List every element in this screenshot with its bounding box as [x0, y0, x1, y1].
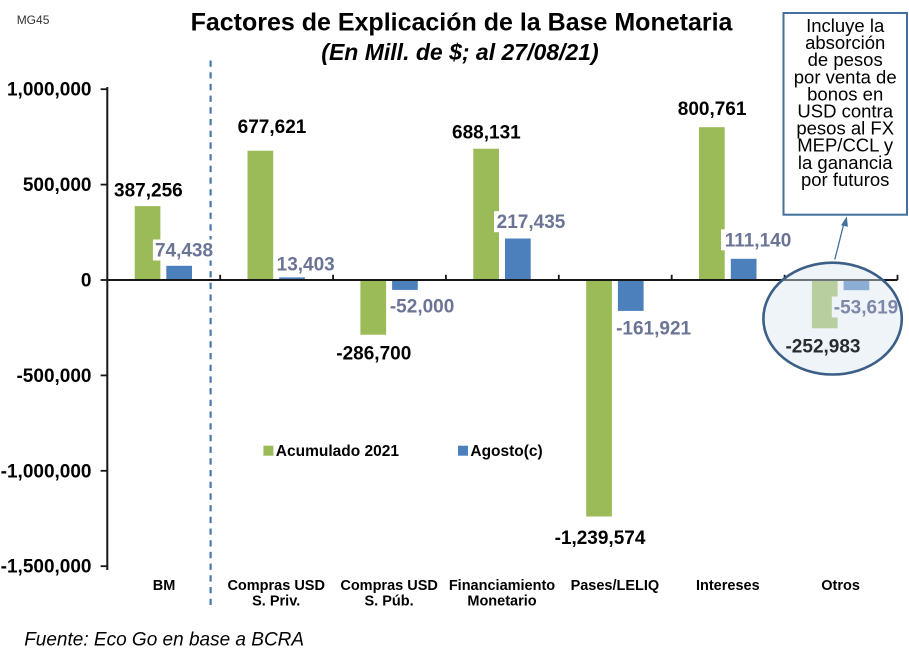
- svg-text:-161,921: -161,921: [616, 319, 691, 340]
- svg-text:74,438: 74,438: [155, 241, 213, 262]
- svg-text:387,256: 387,256: [114, 181, 183, 202]
- svg-text:por venta de: por venta de: [794, 66, 897, 87]
- svg-text:Acumulado 2021: Acumulado 2021: [276, 443, 400, 460]
- svg-text:de pesos: de pesos: [808, 49, 883, 70]
- svg-text:1,000,000: 1,000,000: [7, 80, 92, 101]
- svg-text:677,621: 677,621: [238, 117, 307, 138]
- svg-text:-286,700: -286,700: [336, 344, 411, 365]
- svg-text:Factores de Explicación de la: Factores de Explicación de la Base Monet…: [191, 9, 734, 37]
- svg-text:la ganancia: la ganancia: [798, 152, 893, 173]
- svg-text:500,000: 500,000: [23, 175, 92, 196]
- svg-text:-1,500,000: -1,500,000: [1, 557, 92, 578]
- svg-text:MG45: MG45: [17, 13, 50, 27]
- svg-text:Agosto(c): Agosto(c): [470, 443, 542, 460]
- svg-text:Otros: Otros: [821, 578, 860, 594]
- svg-text:Financiamiento: Financiamiento: [449, 578, 555, 594]
- svg-text:Incluye la: Incluye la: [806, 15, 885, 36]
- svg-text:-53,619: -53,619: [834, 298, 898, 319]
- svg-text:0: 0: [81, 271, 92, 292]
- svg-text:13,403: 13,403: [277, 255, 335, 276]
- svg-text:Intereses: Intereses: [696, 578, 760, 594]
- svg-text:217,435: 217,435: [497, 212, 566, 233]
- svg-text:por futuros: por futuros: [801, 169, 889, 190]
- svg-text:-52,000: -52,000: [390, 297, 454, 318]
- svg-text:-252,983: -252,983: [785, 337, 860, 358]
- svg-text:-500,000: -500,000: [16, 366, 91, 387]
- svg-text:Compras USD: Compras USD: [340, 578, 438, 594]
- svg-text:-1,239,574: -1,239,574: [555, 528, 646, 549]
- svg-text:pesos al FX: pesos al FX: [796, 118, 894, 139]
- svg-text:MEP/CCL y: MEP/CCL y: [797, 135, 894, 156]
- svg-text:800,761: 800,761: [678, 99, 747, 120]
- svg-text:BM: BM: [153, 578, 176, 594]
- svg-text:Fuente: Eco Go en base a BCRA: Fuente: Eco Go en base a BCRA: [24, 630, 304, 651]
- svg-text:S. Priv.: S. Priv.: [252, 594, 300, 610]
- svg-text:-1,000,000: -1,000,000: [1, 461, 92, 482]
- svg-text:S. Púb.: S. Púb.: [365, 594, 414, 610]
- svg-text:688,131: 688,131: [452, 122, 521, 143]
- svg-text:Pases/LELIQ: Pases/LELIQ: [571, 578, 660, 594]
- svg-text:USD contra: USD contra: [797, 101, 893, 122]
- svg-text:(En Mill. de $; al 27/08/21): (En Mill. de $; al 27/08/21): [321, 39, 598, 65]
- svg-text:bonos en: bonos en: [807, 83, 883, 104]
- svg-text:111,140: 111,140: [725, 230, 792, 251]
- svg-text:Compras USD: Compras USD: [227, 578, 325, 594]
- svg-text:absorción: absorción: [805, 32, 885, 53]
- svg-text:Monetario: Monetario: [467, 594, 536, 610]
